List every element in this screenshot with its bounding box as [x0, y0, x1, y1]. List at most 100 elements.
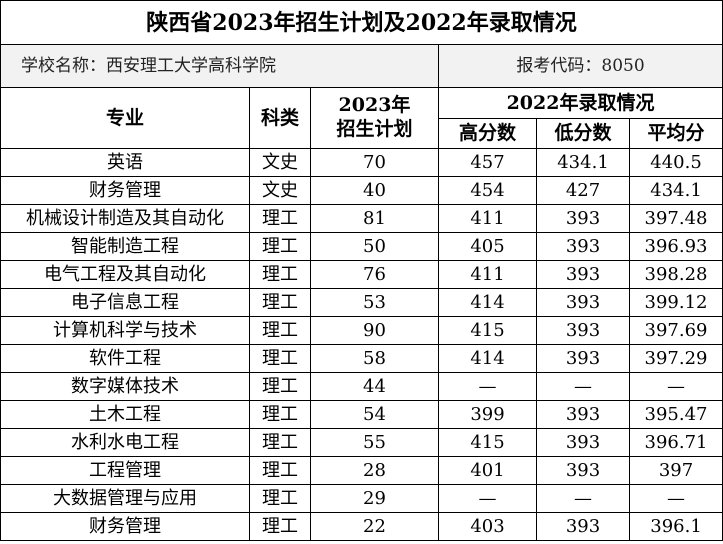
- table-row: 工程管理 理工 28 401 393 397: [0, 456, 723, 485]
- table-row: 英语 文史 70 457 434.1 440.5: [0, 148, 723, 177]
- info-row: 学校名称：西安理工大学高科学院 报考代码：8050: [0, 44, 723, 88]
- cell-category: 理工: [249, 484, 311, 513]
- cell-high-score: 405: [438, 232, 537, 261]
- header-major: 专业: [0, 87, 250, 149]
- cell-major: 软件工程: [0, 344, 250, 373]
- cell-avg-score: 434.1: [628, 176, 723, 205]
- cell-avg-score: 398.28: [628, 260, 723, 289]
- cell-major: 财务管理: [0, 512, 250, 541]
- cell-major: 计算机科学与技术: [0, 316, 250, 345]
- cell-avg-score: 396.93: [628, 232, 723, 261]
- table-row: 水利水电工程 理工 55 415 393 396.71: [0, 428, 723, 457]
- cell-plan: 22: [310, 512, 439, 541]
- cell-category: 理工: [249, 428, 311, 457]
- cell-high-score: 415: [438, 428, 537, 457]
- cell-category: 理工: [249, 288, 311, 317]
- table-row: 土木工程 理工 54 399 393 395.47: [0, 400, 723, 429]
- cell-major: 大数据管理与应用: [0, 484, 250, 513]
- cell-low-score: 393: [536, 512, 630, 541]
- header-plan-line1: 2023年: [338, 94, 411, 117]
- cell-plan: 28: [310, 456, 439, 485]
- cell-high-score: 411: [438, 260, 537, 289]
- cell-avg-score: 397: [628, 456, 723, 485]
- cell-plan: 50: [310, 232, 439, 261]
- cell-low-score: 393: [536, 232, 630, 261]
- cell-category: 理工: [249, 316, 311, 345]
- cell-low-score: —: [536, 484, 630, 513]
- cell-major: 土木工程: [0, 400, 250, 429]
- cell-high-score: —: [438, 484, 537, 513]
- cell-major: 数字媒体技术: [0, 372, 250, 401]
- cell-high-score: 411: [438, 204, 537, 233]
- exam-code: 报考代码：8050: [437, 44, 723, 88]
- table-row: 计算机科学与技术 理工 90 415 393 397.69: [0, 316, 723, 345]
- cell-low-score: 393: [536, 428, 630, 457]
- cell-plan: 53: [310, 288, 439, 317]
- header-low-score: 低分数: [536, 118, 630, 149]
- header-row-bottom: 高分数 低分数 平均分: [1, 118, 723, 149]
- cell-category: 理工: [249, 372, 311, 401]
- cell-high-score: 399: [438, 400, 537, 429]
- cell-category: 理工: [249, 512, 311, 541]
- cell-low-score: 393: [536, 288, 630, 317]
- cell-avg-score: 395.47: [628, 400, 723, 429]
- header-admission: 2022年录取情况: [437, 87, 723, 119]
- table-row: 财务管理 理工 22 403 393 396.1: [0, 512, 723, 541]
- header-high-score: 高分数: [438, 118, 537, 149]
- cell-category: 理工: [249, 344, 311, 373]
- cell-low-score: 393: [536, 344, 630, 373]
- table-row: 机械设计制造及其自动化 理工 81 411 393 397.48: [0, 204, 723, 233]
- cell-avg-score: 397.29: [628, 344, 723, 373]
- cell-avg-score: 396.71: [628, 428, 723, 457]
- header-avg-score: 平均分: [628, 118, 723, 149]
- cell-low-score: 393: [536, 400, 630, 429]
- cell-high-score: 457: [438, 148, 537, 177]
- cell-major: 水利水电工程: [0, 428, 250, 457]
- cell-low-score: 393: [536, 456, 630, 485]
- cell-plan: 55: [310, 428, 439, 457]
- cell-plan: 29: [310, 484, 439, 513]
- cell-high-score: 414: [438, 288, 537, 317]
- cell-category: 文史: [249, 148, 311, 177]
- cell-major: 英语: [0, 148, 250, 177]
- cell-category: 理工: [249, 204, 311, 233]
- cell-plan: 90: [310, 316, 439, 345]
- cell-major: 工程管理: [0, 456, 250, 485]
- cell-low-score: 427: [536, 176, 630, 205]
- cell-avg-score: 397.48: [628, 204, 723, 233]
- cell-major: 智能制造工程: [0, 232, 250, 261]
- cell-low-score: 393: [536, 260, 630, 289]
- cell-high-score: —: [438, 372, 537, 401]
- cell-avg-score: 396.1: [628, 512, 723, 541]
- table-row: 数字媒体技术 理工 44— — —: [0, 372, 723, 401]
- cell-avg-score: 440.5: [628, 148, 723, 177]
- cell-plan: 44: [310, 372, 439, 401]
- cell-plan: 40: [310, 176, 439, 205]
- cell-avg-score: 397.69: [628, 316, 723, 345]
- cell-plan: 54: [310, 400, 439, 429]
- cell-plan: 81: [310, 204, 439, 233]
- cell-category: 理工: [249, 456, 311, 485]
- cell-category: 文史: [249, 176, 311, 205]
- cell-avg-score: 399.12: [628, 288, 723, 317]
- cell-avg-score: —: [628, 484, 723, 513]
- cell-major: 电子信息工程: [0, 288, 250, 317]
- cell-high-score: 454: [438, 176, 537, 205]
- cell-low-score: 434.1: [536, 148, 630, 177]
- cell-high-score: 415: [438, 316, 537, 345]
- cell-plan: 70: [310, 148, 439, 177]
- cell-low-score: —: [536, 372, 630, 401]
- cell-category: 理工: [249, 232, 311, 261]
- cell-major: 电气工程及其自动化: [0, 260, 250, 289]
- header-row-top: 专业 科类 2023年 招生计划 2022年录取情况: [0, 87, 723, 149]
- cell-major: 财务管理: [0, 176, 250, 205]
- school-name: 学校名称：西安理工大学高科学院: [0, 44, 439, 88]
- table-row: 电子信息工程 理工 53 414 393 399.12: [0, 288, 723, 317]
- table-row: 电气工程及其自动化 理工 76 411 393 398.28: [0, 260, 723, 289]
- cell-major: 机械设计制造及其自动化: [0, 204, 250, 233]
- table-row: 大数据管理与应用 理工 29— — —: [0, 484, 723, 513]
- table-row: 智能制造工程 理工 50 405 393 396.93: [0, 232, 723, 261]
- table-row: 财务管理 文史 40 454 427 434.1: [0, 176, 723, 205]
- header-plan-line2: 招生计划: [336, 118, 413, 140]
